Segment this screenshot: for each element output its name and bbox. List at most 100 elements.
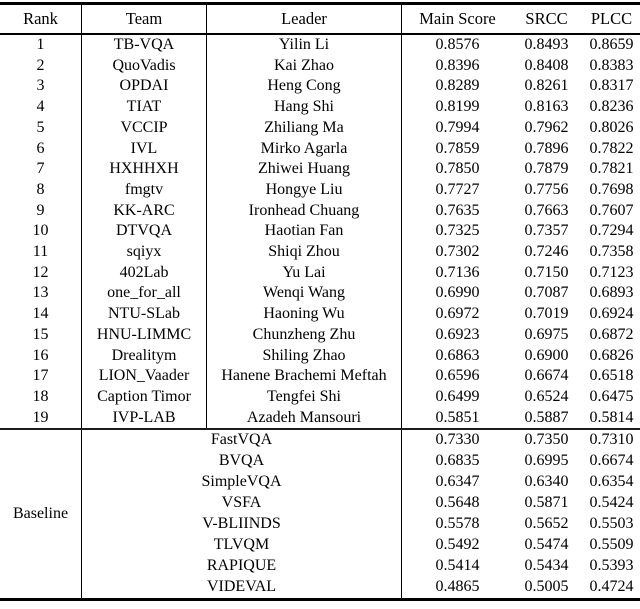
- table-row: 19 IVP-LAB Azadeh Mansouri 0.5851 0.5887 0.58…: [0, 407, 640, 430]
- main-score-cell: 0.5414: [435, 556, 480, 574]
- table-row: VIDEVAL 0.4865 0.5005 0.4724: [0, 576, 640, 600]
- rank-cell: 13: [0, 283, 82, 305]
- main-score-cell: 0.6972: [435, 305, 480, 323]
- leader-cell: Yu Lai: [206, 262, 402, 284]
- srcc-cell: 0.7663: [524, 201, 569, 219]
- table-row: 16 Drealitym Shiling Zhao 0.6863 0.6900 0.682…: [0, 345, 640, 367]
- srcc-cell: 0.7896: [524, 139, 569, 157]
- table-row: 14 NTU-SLab Haoning Wu 0.6972 0.7019 0.6924: [0, 304, 640, 325]
- team-cell: LION_Vaader: [81, 366, 207, 387]
- team-cell: 402Lab: [81, 262, 207, 284]
- srcc-cell: 0.5871: [524, 494, 569, 512]
- rank-cell: 3: [0, 76, 82, 98]
- baseline-method-cell: RAPIQUE: [81, 555, 402, 577]
- column-header-srcc: SRCC: [513, 3, 580, 35]
- table-row: 17 LION_Vaader Hanene Brachemi Meftah 0.659…: [0, 366, 640, 387]
- plcc-cell: 0.7821: [589, 160, 634, 178]
- srcc-cell: 0.7019: [524, 305, 569, 323]
- rank-cell: 12: [0, 262, 82, 284]
- rank-cell: 1: [0, 34, 82, 56]
- rank-cell: 19: [0, 407, 82, 430]
- table-row: VSFA 0.5648 0.5871 0.5424: [0, 493, 640, 514]
- main-score-cell: 0.7994: [435, 118, 480, 136]
- plcc-cell: 0.5424: [589, 494, 634, 512]
- main-score-cell: 0.8289: [435, 77, 480, 95]
- plcc-cell: 0.6518: [589, 367, 634, 385]
- rank-cell: 9: [0, 200, 82, 222]
- baseline-method-cell: TLVQM: [81, 534, 402, 556]
- column-header-rank: Rank: [0, 3, 82, 35]
- leader-cell: Mirko Agarla: [206, 138, 402, 160]
- srcc-cell: 0.5434: [524, 556, 569, 574]
- baseline-method-cell: VIDEVAL: [81, 576, 402, 600]
- srcc-cell: 0.6674: [524, 367, 569, 385]
- rank-cell: 11: [0, 242, 82, 263]
- srcc-cell: 0.8261: [524, 77, 569, 95]
- rank-cell: 10: [0, 221, 82, 243]
- leader-cell: Azadeh Mansouri: [206, 407, 402, 430]
- leader-cell: Wenqi Wang: [206, 283, 402, 305]
- team-cell: sqiyx: [81, 242, 207, 263]
- main-score-cell: 0.5492: [435, 535, 480, 553]
- plcc-cell: 0.8383: [589, 56, 634, 74]
- main-score-cell: 0.8576: [435, 36, 480, 53]
- plcc-cell: 0.6872: [589, 325, 634, 343]
- rank-cell: 17: [0, 366, 82, 387]
- column-header-team: Team: [81, 3, 207, 35]
- column-header-leader: Leader: [206, 3, 402, 35]
- table-row: 10 DTVQA Haotian Fan 0.7325 0.7357 0.7294: [0, 221, 640, 243]
- srcc-cell: 0.7962: [524, 118, 569, 136]
- table-row: 2 QuoVadis Kai Zhao 0.8396 0.8408 0.8383: [0, 55, 640, 77]
- leader-cell: Zhiwei Huang: [206, 159, 402, 180]
- main-score-cell: 0.6835: [435, 452, 480, 470]
- srcc-cell: 0.8408: [524, 56, 569, 74]
- rank-cell: 5: [0, 117, 82, 139]
- baseline-method-cell: V-BLIINDS: [81, 513, 402, 535]
- column-header-main-score: Main Score: [401, 3, 513, 35]
- leader-cell: Yilin Li: [206, 34, 402, 56]
- table-row: 8 fmgtv Hongye Liu 0.7727 0.7756 0.7698: [0, 179, 640, 201]
- team-cell: HNU-LIMMC: [81, 324, 207, 346]
- plcc-cell: 0.6826: [589, 346, 634, 364]
- main-score-cell: 0.8199: [435, 98, 480, 116]
- srcc-cell: 0.5652: [524, 514, 569, 532]
- plcc-cell: 0.7822: [589, 139, 634, 157]
- main-score-cell: 0.7635: [435, 201, 480, 219]
- main-score-cell: 0.7330: [401, 428, 513, 452]
- plcc-cell: 0.5509: [589, 535, 634, 553]
- team-cell: HXHHXH: [81, 159, 207, 180]
- plcc-cell: 0.4724: [589, 577, 634, 595]
- rank-cell: 15: [0, 324, 82, 346]
- table-row: 7 HXHHXH Zhiwei Huang 0.7850 0.7879 0.7821: [0, 159, 640, 180]
- main-score-cell: 0.7727: [435, 180, 480, 198]
- srcc-cell: 0.7087: [524, 284, 569, 302]
- plcc-cell: 0.6674: [589, 452, 634, 470]
- table-row: 3 OPDAI Heng Cong 0.8289 0.8261 0.8317: [0, 76, 640, 98]
- plcc-cell: 0.8659: [589, 36, 634, 53]
- table-row: 18 Caption Timor Tengfei Shi 0.6499 0.6524 0.…: [0, 386, 640, 408]
- plcc-cell: 0.6475: [589, 387, 634, 405]
- table-row: 9 KK-ARC Ironhead Chuang 0.7635 0.7663 0.7607: [0, 200, 640, 222]
- leader-cell: Hanene Brachemi Meftah: [206, 366, 402, 387]
- table-row: 1 TB-VQA Yilin Li 0.8576 0.8493 0.8659: [0, 34, 640, 56]
- srcc-cell: 0.8163: [524, 98, 569, 116]
- leader-cell: Chunzheng Zhu: [206, 324, 402, 346]
- leader-cell: Hang Shi: [206, 97, 402, 118]
- team-cell: NTU-SLab: [81, 304, 207, 325]
- srcc-cell: 0.7350: [513, 428, 580, 452]
- baseline-section: Baseline FastVQA 0.7330 0.7350 0.7310 BVQA 0.6…: [0, 428, 640, 600]
- baseline-method-cell: SimpleVQA: [81, 472, 402, 494]
- plcc-cell: 0.5814: [589, 408, 634, 426]
- baseline-label-cell: Baseline: [0, 428, 82, 600]
- team-cell: TIAT: [81, 97, 207, 118]
- plcc-cell: 0.5393: [589, 556, 634, 574]
- rank-cell: 6: [0, 138, 82, 160]
- srcc-cell: 0.5005: [524, 577, 569, 595]
- header-row: Rank Team Leader Main Score SRCC PLCC: [0, 3, 640, 35]
- table-row: Baseline FastVQA 0.7330 0.7350 0.7310: [0, 428, 640, 600]
- plcc-cell: 0.6893: [589, 284, 634, 302]
- team-cell: DTVQA: [81, 221, 207, 243]
- main-score-cell: 0.7302: [435, 243, 480, 261]
